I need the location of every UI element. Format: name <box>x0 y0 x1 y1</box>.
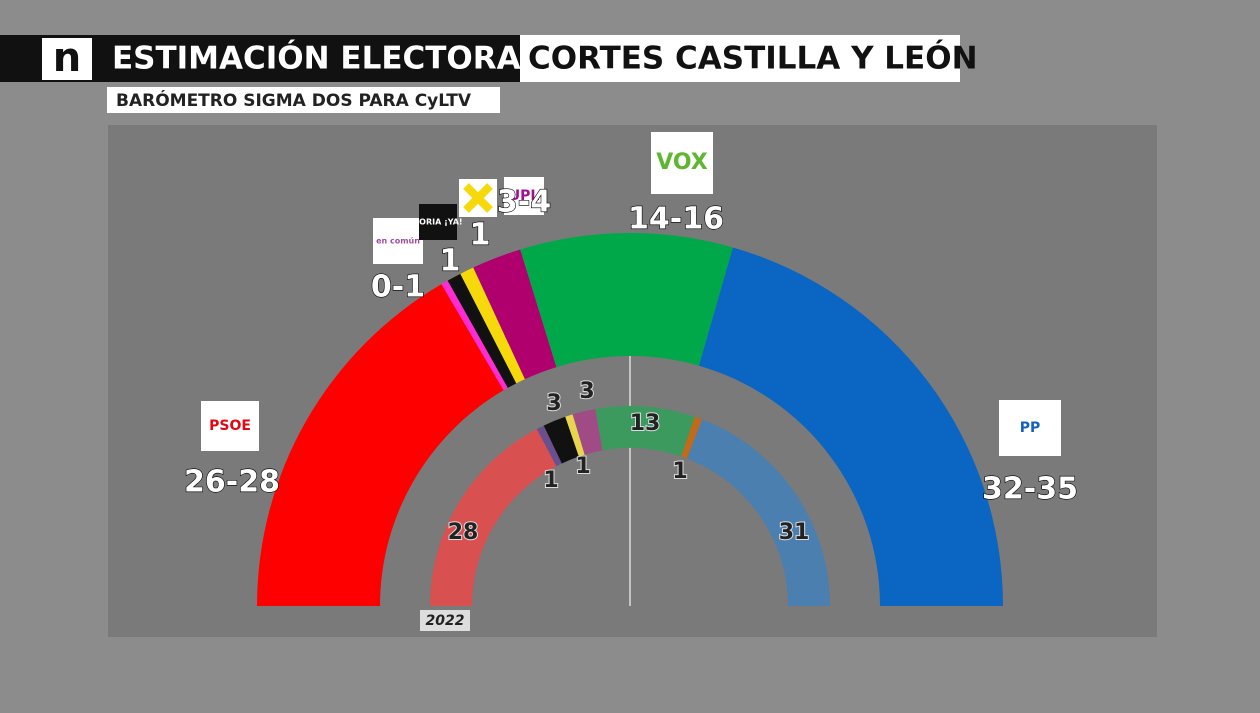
seat-label: 0-1 <box>371 270 425 305</box>
seat-label: 1 <box>440 244 461 279</box>
party-logo-text: VOX <box>656 150 708 175</box>
seat-arc <box>473 249 557 380</box>
seat-arc-2022 <box>565 414 585 457</box>
seat-label-2022: 3 <box>546 391 561 416</box>
seat-label-2022: 1 <box>672 459 687 484</box>
party-logo-text: en común <box>376 237 420 246</box>
party-logo-icon <box>463 183 493 213</box>
party-logo-text: SORIA ¡YA! <box>413 218 462 227</box>
seat-label: 3-4 <box>497 185 551 220</box>
seat-arc-2022 <box>686 419 830 606</box>
seat-arc-2022 <box>572 409 603 455</box>
year-label: 2022 <box>426 613 465 629</box>
seat-arc-2022 <box>681 416 703 459</box>
party-logo-text: PSOE <box>209 418 251 434</box>
seat-arc <box>698 247 1004 606</box>
seat-arc <box>460 267 525 384</box>
seat-label-2022: 1 <box>575 454 590 479</box>
seat-arc <box>520 232 733 368</box>
seat-label-2022: 1 <box>543 468 558 493</box>
logo: n <box>53 35 81 81</box>
seat-label: 32-35 <box>982 472 1078 507</box>
seat-arc <box>447 273 517 388</box>
subtitle-box <box>107 87 500 113</box>
seat-arc-2022 <box>430 429 557 606</box>
party-logo <box>419 204 457 240</box>
party-logo-text: PP <box>1020 420 1041 436</box>
party-logo <box>651 132 713 194</box>
seat-label: 1 <box>470 218 491 253</box>
year-box <box>420 610 470 631</box>
seat-label: 14-16 <box>628 202 724 237</box>
seat-arc <box>257 284 504 606</box>
seat-arc-2022 <box>536 425 562 467</box>
title-right: CORTES CASTILLA Y LEÓN <box>528 40 978 77</box>
seat-label-2022: 13 <box>630 411 661 436</box>
subtitle: BARÓMETRO SIGMA DOS PARA CyLTV <box>116 89 472 111</box>
seat-arc-2022 <box>595 406 695 457</box>
seat-label-2022: 3 <box>579 379 594 404</box>
title-right-box <box>520 35 960 82</box>
party-logo <box>201 401 259 451</box>
logo-box <box>42 38 92 80</box>
seat-label-2022: 31 <box>779 520 810 545</box>
party-logo <box>373 218 423 264</box>
party-logo-text: UPL <box>509 188 540 204</box>
seat-label: 26-28 <box>184 465 280 500</box>
title: ESTIMACIÓN ELECTORAL <box>112 40 540 77</box>
party-logo <box>504 177 544 215</box>
seat-label-2022: 28 <box>448 520 479 545</box>
seat-arc-2022 <box>543 416 579 464</box>
seat-arc <box>441 280 508 391</box>
party-logo <box>999 400 1061 456</box>
